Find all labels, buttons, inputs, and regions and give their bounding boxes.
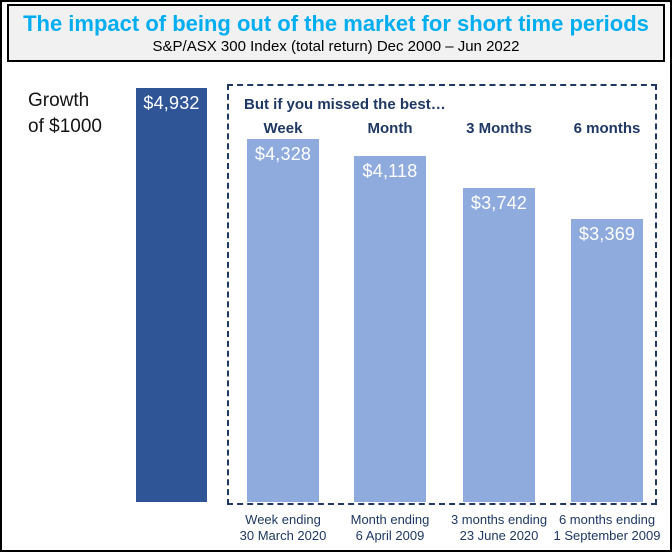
missed-bar-3-months: $3,742 bbox=[463, 188, 535, 502]
footnote-month-line2: 6 April 2009 bbox=[355, 528, 425, 543]
footnote-month: Month ending 6 April 2009 bbox=[315, 512, 465, 544]
footnote-6-months: 6 months ending 1 September 2009 bbox=[532, 512, 670, 544]
footnote-3-months-line1: 3 months ending bbox=[450, 512, 548, 527]
missed-bar-6-months: $3,369 bbox=[571, 219, 643, 502]
footnote-week: Week ending 30 March 2020 bbox=[208, 512, 358, 544]
baseline-axis-label-line2: of $1000 bbox=[28, 116, 102, 137]
footnote-3-months-line2: 23 June 2020 bbox=[459, 528, 539, 543]
missed-bar-month: $4,118 bbox=[354, 156, 426, 502]
baseline-bar: $4,932 bbox=[136, 88, 207, 502]
missed-bar-week-value: $4,328 bbox=[254, 144, 312, 164]
footnote-week-line2: 30 March 2020 bbox=[239, 528, 327, 543]
missed-bar-3-months-value: $3,742 bbox=[470, 193, 528, 213]
footnote-3-months: 3 months ending 23 June 2020 bbox=[424, 512, 574, 544]
missed-bar-week: $4,328 bbox=[247, 139, 319, 502]
chart-title: The impact of being out of the market fo… bbox=[23, 11, 649, 36]
title-box: The impact of being out of the market fo… bbox=[7, 4, 665, 62]
baseline-axis-label-line1: Growth bbox=[28, 90, 90, 111]
column-header-6-months: 6 months bbox=[573, 120, 641, 137]
baseline-axis-label: Growth of $1000 bbox=[28, 88, 102, 140]
chart-subtitle: S&P/ASX 300 Index (total return) Dec 200… bbox=[152, 38, 520, 55]
footnote-6-months-line2: 1 September 2009 bbox=[553, 528, 661, 543]
footnote-week-line1: Week ending bbox=[245, 512, 321, 527]
column-header-week: Week bbox=[263, 120, 303, 137]
missed-bar-6-months-value: $3,369 bbox=[578, 224, 636, 244]
baseline-bar-value: $4,932 bbox=[143, 93, 200, 113]
column-header-3-months: 3 Months bbox=[466, 120, 532, 137]
missed-period-panel bbox=[227, 84, 657, 505]
column-header-month: Month bbox=[367, 120, 413, 137]
missed-panel-annotation: But if you missed the best… bbox=[244, 96, 446, 113]
missed-bar-month-value: $4,118 bbox=[362, 161, 418, 181]
footnote-6-months-line1: 6 months ending bbox=[558, 512, 656, 527]
footnote-month-line1: Month ending bbox=[350, 512, 430, 527]
